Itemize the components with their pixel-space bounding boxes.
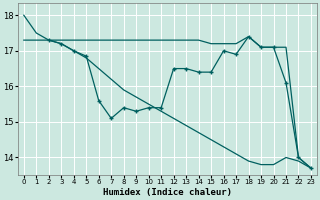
X-axis label: Humidex (Indice chaleur): Humidex (Indice chaleur): [103, 188, 232, 197]
